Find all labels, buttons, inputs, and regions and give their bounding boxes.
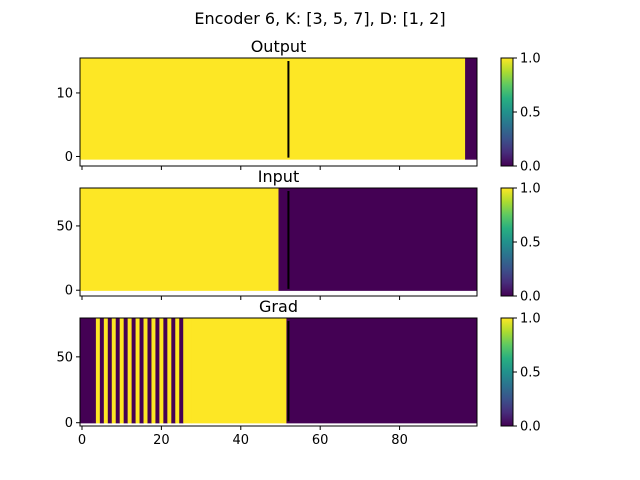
colorbar: 0.0 0.5 1.0 [500,52,541,175]
colorbar-gradient [500,187,514,297]
heatmap-cell [103,318,109,424]
heatmap-cell [151,318,156,424]
heatmap-cell [80,188,279,291]
panel-title: Output [251,37,307,56]
y-tick-label: 50 [56,219,73,234]
heatmap-cell [131,318,136,424]
y-tick-label: 0 [65,284,73,299]
heatmap-cell [107,318,113,424]
heatmap-cell [183,318,192,424]
panel-title: Input [258,167,299,186]
heatmap-cell [191,318,287,424]
heatmap-cell [155,318,160,424]
panel-grad: Grad 0 50 0 20 40 60 80 0.0 0.5 1.0 [56,297,540,448]
panel-output: Output 0 10 0.0 0.5 1.0 [56,37,540,175]
x-tick-label: 0 [78,433,86,448]
heatmap-cell [119,318,125,424]
heatmap-cell [99,318,105,424]
figure-title: Encoder 6, K: [3, 5, 7], D: [1, 2] [194,9,445,28]
axes-frame [79,317,478,427]
heatmap-cell [80,318,97,424]
heatmap-cell [147,318,152,424]
x-tick-label: 60 [312,433,329,448]
colorbar-tick-label: 0.0 [520,420,541,435]
heatmap-cell [80,58,466,160]
colorbar-tick-label: 1.0 [520,182,541,197]
colorbar: 0.0 0.5 1.0 [500,182,541,305]
x-tick-label: 20 [153,433,170,448]
axes-frame [79,187,478,297]
x-tick-label: 40 [233,433,250,448]
heatmap-cell [115,318,121,424]
heatmap-cell [163,318,168,424]
colorbar-gradient [500,317,514,427]
y-tick-label: 0 [65,416,73,431]
colorbar-tick-label: 0.5 [520,366,541,381]
heatmap-cell [139,318,144,424]
axes-frame [79,57,478,167]
heatmap-cell [127,318,133,424]
heatmap-image [80,318,477,424]
y-tick-label: 50 [56,350,73,365]
colorbar-tick-label: 1.0 [520,312,541,327]
x-tick-label: 80 [391,433,408,448]
heatmap-cell [171,318,176,424]
y-tick-label: 0 [65,150,73,165]
heatmap-cell [95,318,101,424]
heatmap-image [80,58,477,160]
heatmap-cell [167,318,172,424]
colorbar-tick-label: 0.0 [520,160,541,175]
colorbar-tick-label: 0.5 [520,106,541,121]
colorbar-tick-label: 0.5 [520,236,541,251]
colorbar-tick-label: 1.0 [520,52,541,67]
heatmap-cell [143,318,148,424]
heatmap-cell [278,188,477,291]
y-tick-label: 10 [56,86,73,101]
heatmap-cell [286,318,477,424]
heatmap-cell [175,318,180,424]
panel-input: Input 0 50 0.0 0.5 1.0 [56,167,540,305]
colorbar-tick-label: 0.0 [520,290,541,305]
heatmap-cell [135,318,140,424]
colorbar-gradient [500,57,514,167]
heatmap-cell [123,318,129,424]
heatmap-cell [111,318,117,424]
heatmap-cell [159,318,164,424]
heatmap-image [80,188,477,291]
heatmap-cell [179,318,184,424]
colorbar: 0.0 0.5 1.0 [500,312,541,435]
panel-title: Grad [259,297,298,316]
panels: Output 0 10 0.0 0.5 1.0 Input 0 50 0.0 0.5 1.0 Grad 0… [56,37,540,448]
heatmap-cell [465,58,477,160]
